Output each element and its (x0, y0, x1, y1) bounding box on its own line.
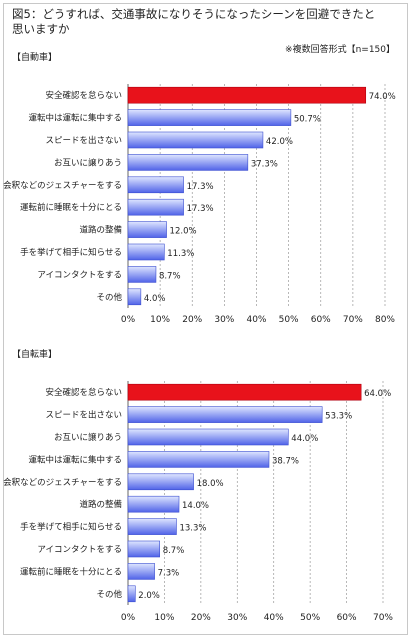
bike-value-label: 7.3% (158, 568, 180, 578)
figure-title: 図5：どうすれば、交通事故になりそうになったシーンを回避できたと思いますか (12, 7, 376, 36)
bike-tick-label: 50% (300, 613, 320, 623)
car-bar (127, 198, 184, 216)
car-value-label: 4.0% (144, 294, 166, 304)
bike-value-label: 64.0% (364, 389, 391, 399)
bike-bar (127, 563, 155, 580)
bike-category-label: 手を挙げて相手に知らせる (20, 522, 122, 533)
bike-value-label: 18.0% (197, 479, 224, 489)
car-category-label: スピードを出さない (45, 135, 122, 146)
car-value-label: 74.0% (369, 92, 396, 102)
car-bar (127, 86, 367, 104)
car-tick-label: 0% (121, 315, 136, 325)
bike-category-label: スピードを出さない (45, 410, 122, 421)
bike-tick-label: 0% (121, 613, 136, 623)
bike-category-label: お互いに譲りあう (54, 432, 122, 443)
car-value-label: 17.3% (187, 204, 214, 214)
car-bar (127, 176, 184, 194)
car-bar (127, 288, 142, 306)
car-tick-label: 50% (279, 315, 299, 325)
figure-note: ※複数回答形式【n=150】 (285, 45, 395, 55)
bike-value-label: 2.0% (138, 591, 160, 601)
bike-bar (127, 406, 323, 423)
car-chart-title: 【自動車】 (12, 51, 57, 63)
car-category-label: アイコンタクトをする (37, 270, 122, 280)
bike-value-label: 38.7% (272, 456, 299, 466)
bike-value-label: 53.3% (325, 412, 352, 422)
bike-tick-label: 40% (264, 613, 284, 623)
car-tick-label: 20% (182, 315, 202, 325)
car-value-label: 50.7% (294, 115, 321, 125)
car-tick-label: 40% (246, 315, 266, 325)
car-value-label: 42.0% (266, 137, 293, 147)
bike-category-label: その他 (96, 589, 122, 600)
car-tick-label: 70% (343, 315, 363, 325)
bike-value-label: 14.0% (182, 501, 209, 511)
bike-tick-label: 10% (154, 613, 174, 623)
car-category-label: お互いに譲りあう (54, 157, 122, 168)
car-value-label: 17.3% (187, 182, 214, 192)
bike-category-label: 安全確認を怠らない (45, 387, 122, 398)
bike-bar (127, 428, 289, 446)
bike-category-label: 会釈などのジェスチャーをする (3, 477, 122, 488)
bike-chart-title: 【自転車】 (12, 348, 57, 360)
car-bar (127, 131, 264, 149)
bike-bar (127, 451, 270, 468)
car-category-label: 道路の整備 (79, 225, 122, 236)
bike-category-label: 道路の整備 (79, 499, 122, 510)
bike-category-label: 運転前に睡眠を十分にとる (20, 566, 122, 577)
car-value-label: 11.3% (167, 249, 194, 259)
bike-bar (127, 585, 136, 603)
car-tick-label: 80% (375, 315, 395, 325)
bike-bar (127, 495, 180, 513)
car-bar (127, 221, 167, 238)
bike-tick-label: 60% (337, 613, 357, 623)
car-category-label: 会釈などのジェスチャーをする (3, 180, 122, 191)
car-category-label: その他 (96, 292, 122, 303)
bike-category-label: 運転中は運転に集中する (28, 454, 122, 465)
figure-frame (3, 3, 408, 635)
bike-bar (127, 473, 194, 491)
car-bar (127, 266, 157, 283)
car-bar (127, 109, 292, 126)
car-value-label: 8.7% (159, 271, 181, 281)
bike-bar (127, 383, 362, 401)
car-tick-label: 10% (150, 315, 170, 325)
car-bar (127, 243, 165, 261)
car-category-label: 手を挙げて相手に知らせる (20, 247, 122, 258)
car-tick-label: 60% (311, 315, 331, 325)
car-category-label: 運転前に睡眠を十分にとる (20, 202, 122, 213)
car-tick-label: 30% (214, 315, 234, 325)
bike-value-label: 44.0% (291, 434, 318, 444)
car-category-label: 安全確認を怠らない (45, 90, 122, 101)
bike-bar (127, 518, 177, 535)
car-value-label: 37.3% (251, 159, 278, 169)
bike-bar (127, 540, 160, 558)
bike-tick-label: 30% (227, 613, 247, 623)
bike-value-label: 13.3% (179, 524, 206, 534)
bike-tick-label: 70% (373, 613, 393, 623)
bike-tick-label: 20% (191, 613, 211, 623)
bike-value-label: 8.7% (163, 546, 185, 556)
car-value-label: 12.0% (170, 227, 197, 237)
car-bar (127, 154, 249, 171)
bike-category-label: アイコンタクトをする (37, 545, 122, 555)
car-category-label: 運転中は運転に集中する (28, 113, 122, 124)
